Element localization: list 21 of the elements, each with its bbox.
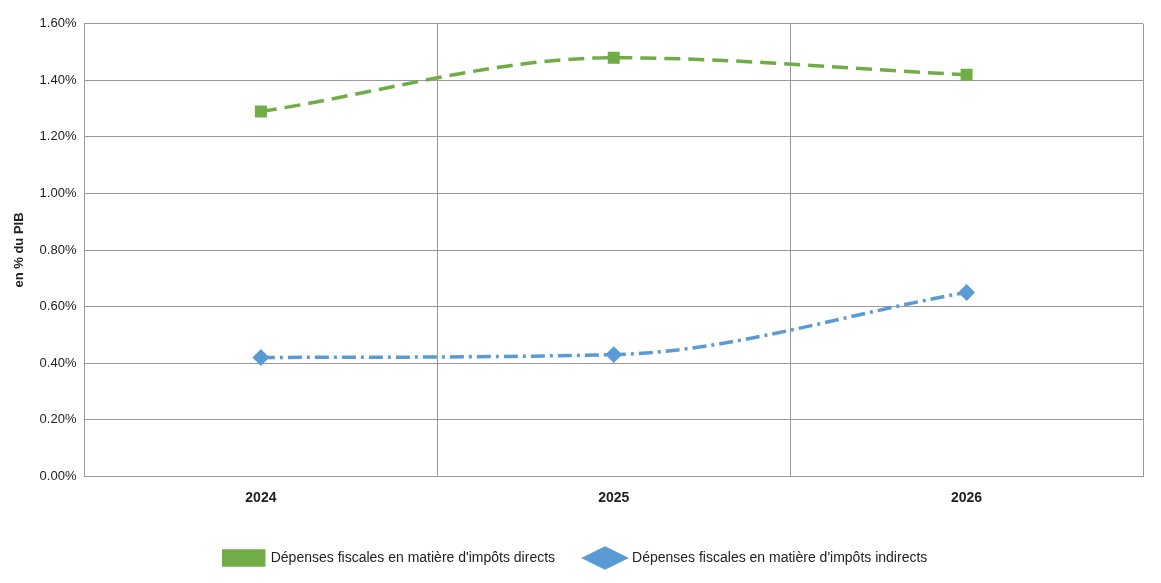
y-tick-label: 0.20% <box>39 411 77 427</box>
point <box>960 68 973 81</box>
y-tick-label: 0.60% <box>39 298 77 314</box>
y-axis-title: en % du PIB <box>11 212 27 288</box>
x-tick-label: 2026 <box>951 489 983 506</box>
point <box>253 349 269 366</box>
y-tick-label: 1.60% <box>39 15 77 31</box>
y-tick-label: 0.00% <box>39 467 77 483</box>
legend-label: Dépenses fiscales en matière d'impôts indirects <box>632 548 928 565</box>
y-tick-label: 1.00% <box>39 185 77 201</box>
y-tick-label: 0.40% <box>39 354 77 370</box>
point <box>605 346 622 363</box>
y-tick-label: 1.20% <box>39 128 77 144</box>
legend-label: Dépenses fiscales en matière d'impôts directs <box>270 548 556 565</box>
x-tick-label: 2025 <box>598 489 630 506</box>
point <box>254 105 267 118</box>
y-tick-label: 1.40% <box>39 71 77 87</box>
y-tick-label: 0.80% <box>39 241 77 257</box>
point <box>607 51 620 64</box>
point <box>958 284 975 301</box>
x-tick-label: 2024 <box>245 489 277 506</box>
